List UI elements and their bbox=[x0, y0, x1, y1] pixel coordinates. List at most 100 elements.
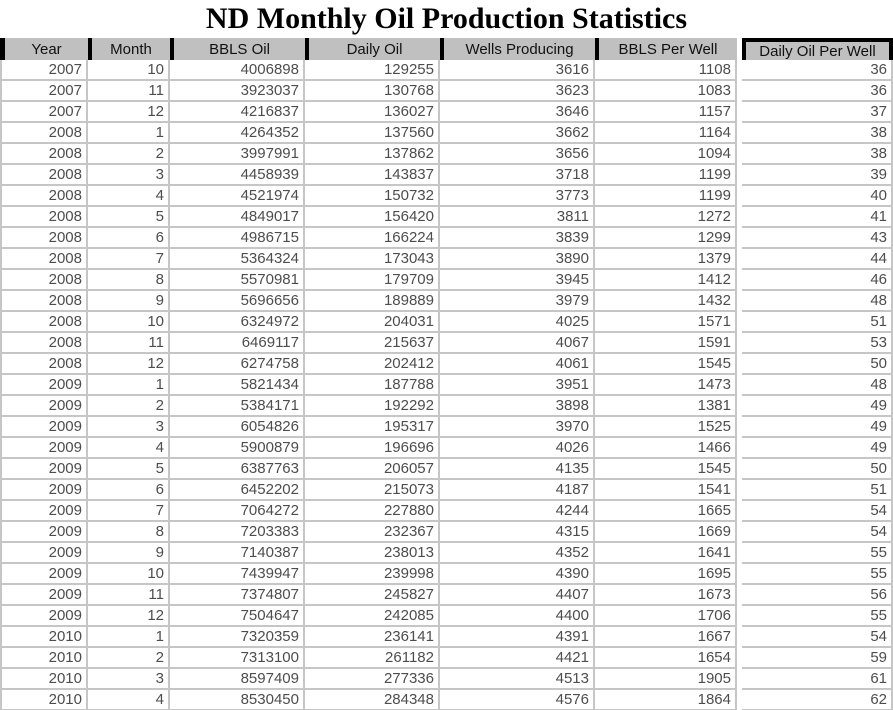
column-gap bbox=[737, 207, 742, 228]
cell-daily-oil-per-well: 38 bbox=[742, 123, 893, 144]
cell-bbls-per-well: 1272 bbox=[595, 207, 737, 228]
cell-bbls-oil: 4849017 bbox=[170, 207, 305, 228]
cell-bbls-oil: 6274758 bbox=[170, 354, 305, 375]
cell-bbls-per-well: 1545 bbox=[595, 459, 737, 480]
column-header-wells-producing: Wells Producing bbox=[440, 38, 595, 60]
table-row: 2008 4 4521974 150732 3773 1199 40 bbox=[0, 186, 893, 207]
cell-wells-producing: 4244 bbox=[440, 501, 595, 522]
cell-wells-producing: 3951 bbox=[440, 375, 595, 396]
cell-bbls-per-well: 1545 bbox=[595, 354, 737, 375]
cell-month: 2 bbox=[88, 144, 170, 165]
cell-daily-oil-per-well: 54 bbox=[742, 522, 893, 543]
cell-wells-producing: 4576 bbox=[440, 690, 595, 710]
cell-daily-oil-per-well: 53 bbox=[742, 333, 893, 354]
column-gap bbox=[737, 564, 742, 585]
cell-month: 5 bbox=[88, 207, 170, 228]
column-gap bbox=[737, 438, 742, 459]
cell-daily-oil: 202412 bbox=[305, 354, 440, 375]
cell-daily-oil: 206057 bbox=[305, 459, 440, 480]
cell-daily-oil: 189889 bbox=[305, 291, 440, 312]
cell-year: 2009 bbox=[0, 459, 88, 480]
cell-year: 2009 bbox=[0, 375, 88, 396]
cell-wells-producing: 4391 bbox=[440, 627, 595, 648]
cell-month: 12 bbox=[88, 354, 170, 375]
column-gap bbox=[737, 312, 742, 333]
table-row: 2008 2 3997991 137862 3656 1094 38 bbox=[0, 144, 893, 165]
cell-year: 2008 bbox=[0, 165, 88, 186]
cell-daily-oil-per-well: 37 bbox=[742, 102, 893, 123]
column-gap bbox=[737, 228, 742, 249]
cell-month: 9 bbox=[88, 543, 170, 564]
cell-month: 2 bbox=[88, 648, 170, 669]
table-header-row: Year Month BBLS Oil Daily Oil Wells Producin… bbox=[0, 38, 893, 60]
cell-bbls-per-well: 1525 bbox=[595, 417, 737, 438]
cell-bbls-per-well: 1673 bbox=[595, 585, 737, 606]
cell-daily-oil-per-well: 36 bbox=[742, 60, 893, 81]
column-gap bbox=[737, 165, 742, 186]
cell-daily-oil-per-well: 61 bbox=[742, 669, 893, 690]
cell-bbls-per-well: 1083 bbox=[595, 81, 737, 102]
cell-daily-oil-per-well: 44 bbox=[742, 249, 893, 270]
cell-daily-oil-per-well: 38 bbox=[742, 144, 893, 165]
cell-bbls-oil: 4264352 bbox=[170, 123, 305, 144]
cell-month: 7 bbox=[88, 249, 170, 270]
cell-daily-oil-per-well: 51 bbox=[742, 312, 893, 333]
cell-bbls-oil: 4458939 bbox=[170, 165, 305, 186]
cell-bbls-per-well: 1695 bbox=[595, 564, 737, 585]
cell-daily-oil-per-well: 62 bbox=[742, 690, 893, 710]
cell-year: 2008 bbox=[0, 228, 88, 249]
cell-bbls-per-well: 1669 bbox=[595, 522, 737, 543]
cell-bbls-oil: 6324972 bbox=[170, 312, 305, 333]
column-gap bbox=[737, 501, 742, 522]
column-gap bbox=[737, 543, 742, 564]
cell-bbls-oil: 4006898 bbox=[170, 60, 305, 81]
table-row: 2009 12 7504647 242085 4400 1706 55 bbox=[0, 606, 893, 627]
cell-year: 2008 bbox=[0, 123, 88, 144]
cell-bbls-per-well: 1864 bbox=[595, 690, 737, 710]
cell-daily-oil-per-well: 49 bbox=[742, 396, 893, 417]
cell-daily-oil: 143837 bbox=[305, 165, 440, 186]
cell-daily-oil-per-well: 55 bbox=[742, 606, 893, 627]
cell-daily-oil: 156420 bbox=[305, 207, 440, 228]
column-gap bbox=[737, 60, 742, 81]
cell-daily-oil: 137560 bbox=[305, 123, 440, 144]
cell-bbls-per-well: 1641 bbox=[595, 543, 737, 564]
table-row: 2010 1 7320359 236141 4391 1667 54 bbox=[0, 627, 893, 648]
cell-year: 2008 bbox=[0, 354, 88, 375]
cell-daily-oil-per-well: 41 bbox=[742, 207, 893, 228]
cell-daily-oil: 227880 bbox=[305, 501, 440, 522]
cell-wells-producing: 3773 bbox=[440, 186, 595, 207]
cell-bbls-per-well: 1412 bbox=[595, 270, 737, 291]
cell-bbls-oil: 7374807 bbox=[170, 585, 305, 606]
cell-year: 2009 bbox=[0, 396, 88, 417]
cell-month: 4 bbox=[88, 690, 170, 710]
cell-daily-oil-per-well: 50 bbox=[742, 459, 893, 480]
cell-daily-oil: 137862 bbox=[305, 144, 440, 165]
cell-daily-oil-per-well: 55 bbox=[742, 543, 893, 564]
cell-year: 2007 bbox=[0, 102, 88, 123]
cell-daily-oil-per-well: 49 bbox=[742, 417, 893, 438]
cell-daily-oil-per-well: 46 bbox=[742, 270, 893, 291]
cell-bbls-oil: 3997991 bbox=[170, 144, 305, 165]
cell-daily-oil: 232367 bbox=[305, 522, 440, 543]
cell-year: 2008 bbox=[0, 291, 88, 312]
cell-daily-oil-per-well: 59 bbox=[742, 648, 893, 669]
column-gap bbox=[737, 585, 742, 606]
cell-month: 6 bbox=[88, 228, 170, 249]
table-row: 2008 6 4986715 166224 3839 1299 43 bbox=[0, 228, 893, 249]
column-gap bbox=[737, 123, 742, 144]
cell-wells-producing: 4026 bbox=[440, 438, 595, 459]
column-gap bbox=[737, 522, 742, 543]
cell-daily-oil: 130768 bbox=[305, 81, 440, 102]
cell-month: 10 bbox=[88, 60, 170, 81]
cell-daily-oil: 261182 bbox=[305, 648, 440, 669]
column-gap bbox=[737, 354, 742, 375]
cell-year: 2009 bbox=[0, 585, 88, 606]
cell-month: 12 bbox=[88, 606, 170, 627]
cell-month: 1 bbox=[88, 123, 170, 144]
cell-bbls-oil: 3923037 bbox=[170, 81, 305, 102]
table-row: 2008 10 6324972 204031 4025 1571 51 bbox=[0, 312, 893, 333]
cell-wells-producing: 4061 bbox=[440, 354, 595, 375]
table-row: 2009 9 7140387 238013 4352 1641 55 bbox=[0, 543, 893, 564]
cell-wells-producing: 4513 bbox=[440, 669, 595, 690]
